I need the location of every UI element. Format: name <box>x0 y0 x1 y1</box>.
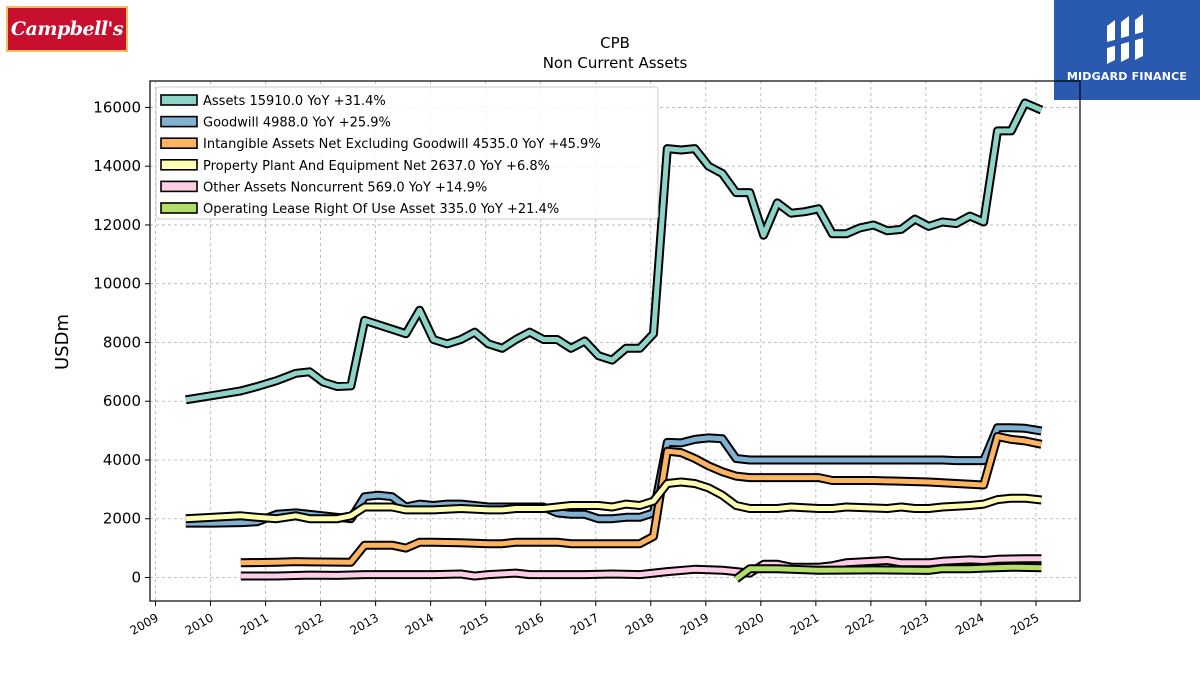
series-line-3 <box>185 479 1042 522</box>
y-tick-label: 6000 <box>103 392 141 410</box>
legend-swatch <box>160 137 198 149</box>
x-tick-label: 2010 <box>183 610 216 637</box>
legend-swatch <box>160 202 198 214</box>
legend-label: Property Plant And Equipment Net 2637.0 … <box>203 159 550 174</box>
legend-swatch <box>160 159 198 171</box>
series-line-1 <box>185 425 1042 526</box>
x-tick-label: 2021 <box>788 610 821 637</box>
y-tick-label: 2000 <box>103 510 141 528</box>
x-tick-label: 2009 <box>128 610 161 637</box>
series-line-2 <box>240 434 1043 566</box>
y-tick-label: 10000 <box>93 275 141 293</box>
x-tick-label: 2025 <box>1008 610 1041 637</box>
y-tick-label: 8000 <box>103 333 141 351</box>
y-tick-label: 0 <box>131 568 141 586</box>
legend-swatch <box>160 180 198 193</box>
midgard-mark-icon <box>1107 14 1143 64</box>
x-tick-label: 2018 <box>623 610 656 637</box>
legend: Assets 15910.0 YoY +31.4% Goodwill 4988.0… <box>155 86 659 220</box>
legend-label: Other Assets Noncurrent 569.0 YoY +14.9% <box>203 180 487 195</box>
x-tick-label: 2022 <box>843 610 876 637</box>
midgard-finance-logo: MIDGARD FINANCE <box>1054 0 1200 100</box>
x-tick-label: 2017 <box>568 610 601 637</box>
x-tick-label: 2015 <box>458 610 491 637</box>
chart-subtitle: Non Current Assets <box>543 54 688 72</box>
legend-swatch <box>160 115 198 128</box>
legend-swatch <box>160 94 198 106</box>
y-tick-label: 4000 <box>103 451 141 469</box>
series-line-5 <box>734 564 1042 581</box>
series-line-0 <box>185 100 1043 403</box>
axis-ticks: 2009 2010 2011 2012 2013 2014 2015 2016 2017 2018… <box>93 98 1041 637</box>
legend-label: Intangible Assets Net Excluding Goodwill… <box>203 137 601 152</box>
plot-frame <box>149 80 1081 602</box>
series-lines <box>185 98 1044 583</box>
legend-label: Goodwill 4988.0 YoY +25.9% <box>203 116 391 131</box>
x-tick-label: 2019 <box>678 610 711 637</box>
legend-label: Operating Lease Right Of Use Asset 335.0… <box>203 202 559 217</box>
legend-box <box>155 86 659 220</box>
x-tick-label: 2024 <box>953 610 986 637</box>
chart-title: CPB <box>600 34 630 52</box>
x-tick-label: 2014 <box>403 610 436 637</box>
x-tick-label: 2012 <box>293 610 326 637</box>
x-tick-label: 2023 <box>898 610 931 637</box>
series-line-4 <box>240 556 1042 579</box>
y-tick-label: 12000 <box>93 216 141 234</box>
legend-label: Assets 15910.0 YoY +31.4% <box>203 94 386 109</box>
campbells-logo-text: Campbell's <box>10 18 124 40</box>
x-tick-label: 2013 <box>348 610 381 637</box>
x-tick-label: 2020 <box>733 610 766 637</box>
y-axis-label: USDm <box>52 314 73 370</box>
y-tick-label: 16000 <box>93 98 141 116</box>
y-tick-label: 14000 <box>93 157 141 175</box>
x-tick-label: 2011 <box>238 610 271 637</box>
midgard-finance-logo-text: MIDGARD FINANCE <box>1066 70 1188 83</box>
x-tick-label: 2016 <box>513 610 546 637</box>
campbells-logo: Campbell's <box>6 6 128 52</box>
